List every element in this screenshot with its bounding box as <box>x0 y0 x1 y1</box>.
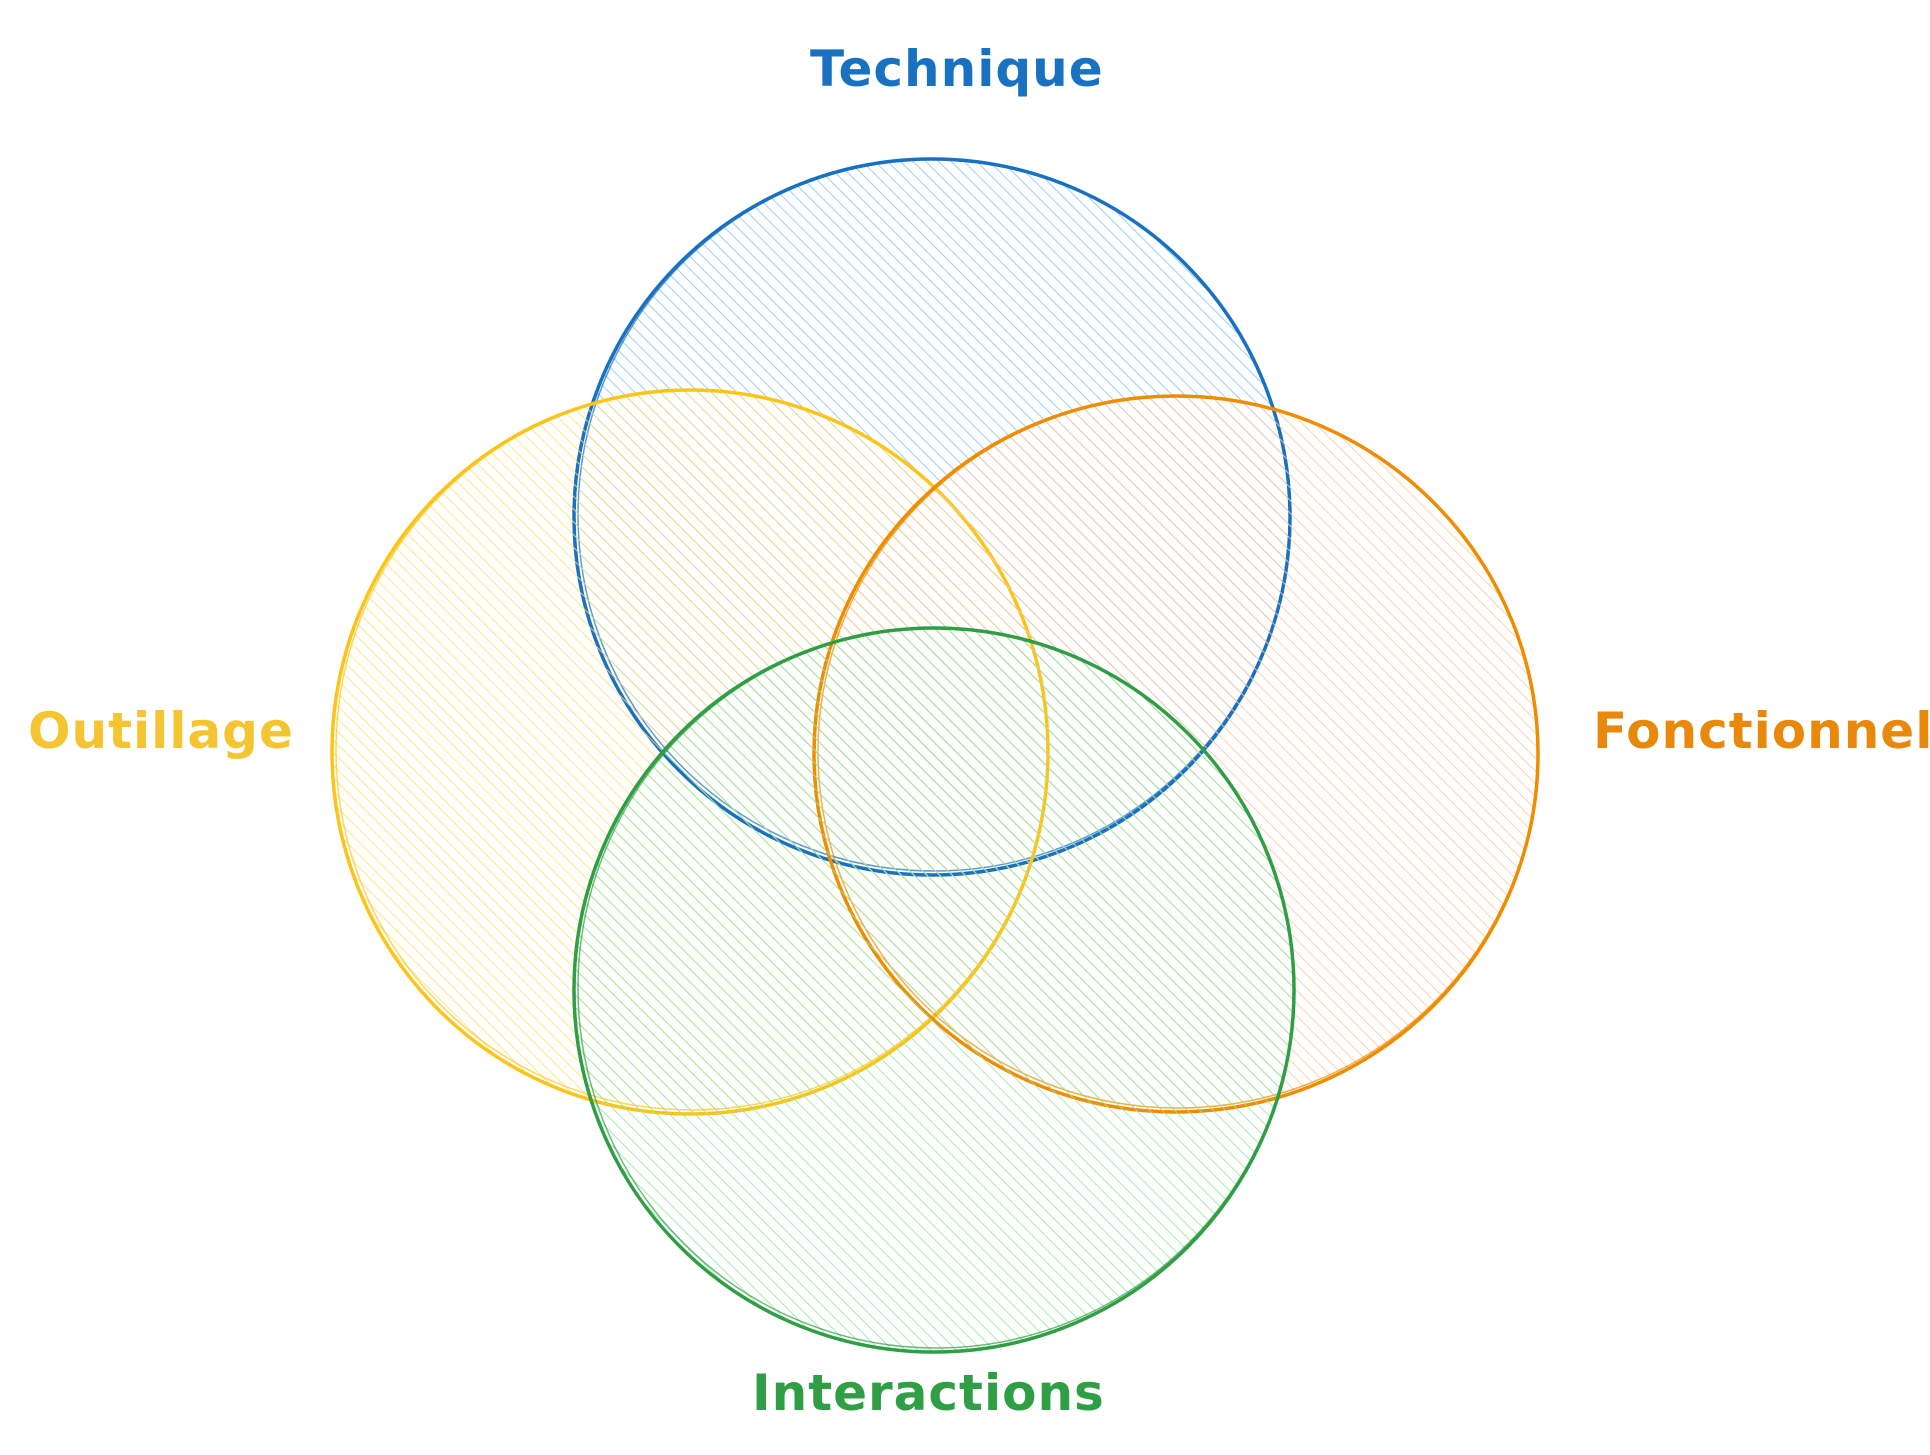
label-interactions: Interactions <box>752 1364 1105 1422</box>
label-outillage: Outillage <box>28 702 294 760</box>
label-technique: Technique <box>810 40 1104 98</box>
circle-interactions <box>572 626 1296 1354</box>
label-fonctionnel: Fonctionnel <box>1593 702 1930 760</box>
